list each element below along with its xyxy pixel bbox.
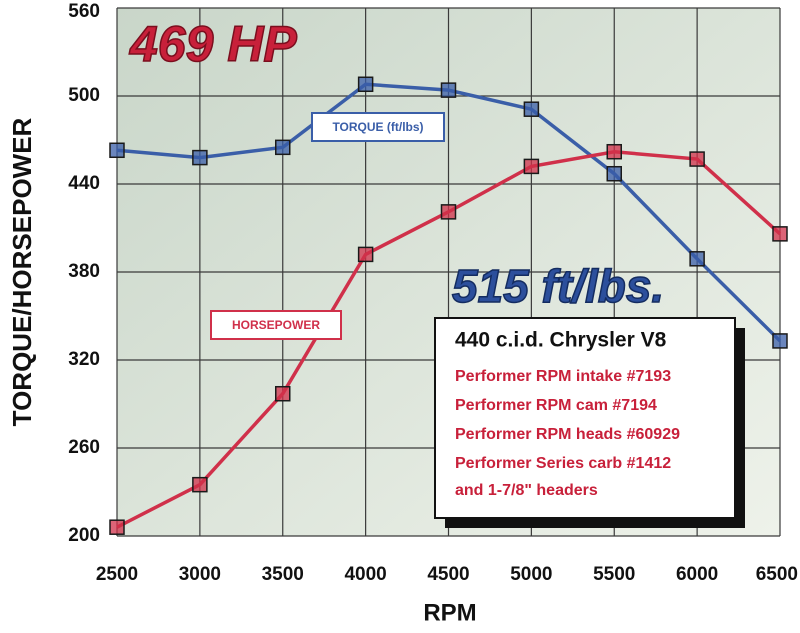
marker [109,142,125,159]
info-box-frame [434,317,736,519]
annotation: 469 HP [129,16,297,72]
markers [109,76,788,535]
info-line: Performer Series carb #1412 [455,455,671,472]
series-label-text: TORQUE (ft/lbs) [332,120,423,134]
y-tick-label: 320 [68,349,100,370]
marker [772,333,788,349]
info-line: Performer RPM intake #7193 [455,368,671,385]
x-tick-label: 6500 [756,564,798,585]
info-box: 440 c.i.d. Chrysler V8 Performer RPM int… [434,317,745,528]
marker [523,158,540,175]
marker [772,226,788,242]
info-line: Performer RPM cam #7194 [455,397,657,414]
x-tick-label: 4500 [427,564,469,585]
marker [275,139,291,156]
x-tick-label: 5500 [593,564,635,585]
series-label: HORSEPOWER [210,310,342,340]
marker [440,204,457,220]
marker [357,246,374,263]
marker [689,251,705,267]
info-line: Performer RPM heads #60929 [455,426,680,443]
marker [109,519,125,535]
x-tick-label: 3000 [179,564,221,585]
x-tick-label: 5000 [510,564,552,585]
marker [689,151,705,167]
info-line: and 1-7/8" headers [455,482,598,499]
y-tick-label: 200 [68,525,100,546]
x-tick-label: 2500 [96,564,138,585]
info-title: 440 c.i.d. Chrysler V8 [455,329,667,352]
marker [275,385,291,402]
y-tick-label: 500 [68,85,100,106]
annotation: 515 ft/lbs. [452,260,664,312]
x-tick-label: 3500 [262,564,304,585]
y-tick-label: 260 [68,437,100,458]
marker [606,165,622,182]
series-label-box [311,112,445,142]
y-tick-label: 560 [68,1,100,22]
marker [192,476,208,493]
marker [606,143,622,160]
marker [192,149,208,166]
marker [357,76,374,93]
series-label-box [210,310,342,340]
ticks: 200 260 320 380 440 500 560 2500 3000 3500 4000 450… [68,1,798,585]
x-tick-label: 6000 [676,564,718,585]
x-tick-label: 4000 [344,564,386,585]
y-tick-label: 440 [68,173,100,194]
y-axis-label: TORQUE/HORSEPOWER [7,117,37,426]
series-label-text: HORSEPOWER [232,318,320,332]
x-axis-label: RPM [423,599,476,626]
marker [440,82,457,98]
y-tick-label: 380 [68,261,100,282]
marker [523,101,540,117]
series-label: TORQUE (ft/lbs) [311,112,445,142]
